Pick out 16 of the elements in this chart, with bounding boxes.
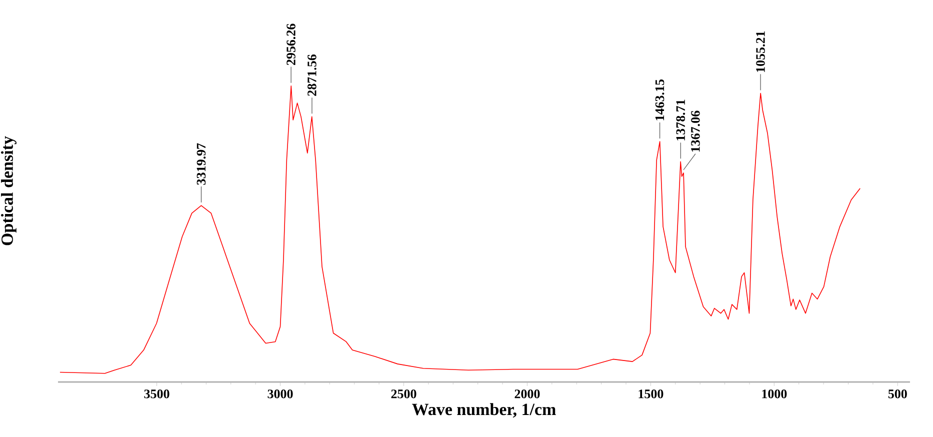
x-tick-label: 1000 <box>762 390 787 398</box>
x-tick-label: 2500 <box>391 390 416 398</box>
x-tick-label: 500 <box>888 390 907 398</box>
annotation: 1055.21 <box>756 31 765 72</box>
x-tick-label: 1500 <box>638 390 664 398</box>
annotation: 1367.06 <box>691 110 700 152</box>
annotation: 1463.15 <box>655 79 664 120</box>
annotation: 2871.56 <box>308 54 316 96</box>
annotation: 2956.26 <box>286 24 296 66</box>
x-axis-title: Wave number, 1/cm <box>412 403 556 418</box>
x-tick-label: 3000 <box>268 390 293 398</box>
annotation: 1378.71 <box>676 100 686 140</box>
y-axis-title: Optical density <box>0 136 16 246</box>
annotation: 3319.97 <box>196 143 206 185</box>
x-tick-label: 2000 <box>514 390 540 398</box>
x-tick-label: 3500 <box>144 390 170 398</box>
